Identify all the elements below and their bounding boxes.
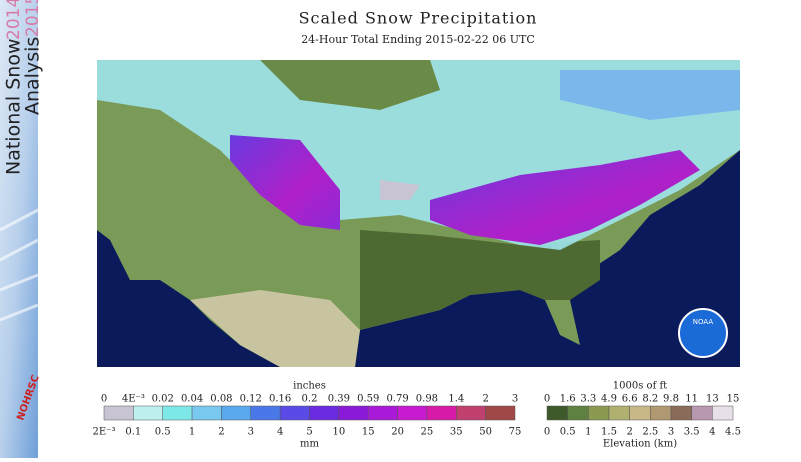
legend-swatch	[629, 405, 651, 421]
legend-top-label: 0.16	[269, 394, 291, 405]
legend-bottom-label: 2E⁻³	[93, 427, 116, 438]
legend-top-label: 4E⁻³	[122, 394, 145, 405]
legend-top-label: 3.3	[580, 394, 596, 405]
legend-bottom-label: 50	[479, 427, 492, 438]
legend-swatch	[367, 405, 398, 421]
legend-top-label: 0.59	[357, 394, 379, 405]
snow-mid	[560, 70, 740, 120]
legend-bottom-label: 35	[450, 427, 463, 438]
legend-bottom-label: 3	[668, 427, 674, 438]
legend-bottom-label: 1	[585, 427, 591, 438]
legend-swatch	[588, 405, 610, 421]
legend-top-label: 3	[512, 394, 518, 405]
legend-swatch	[456, 405, 486, 421]
legend-top-label: 0.12	[240, 394, 262, 405]
lowland	[360, 230, 600, 330]
logo-text: NOAA	[693, 318, 714, 326]
legend-unit: 1000s of ft	[613, 381, 667, 392]
snow-band-east	[430, 150, 700, 245]
legend-swatch	[279, 405, 310, 421]
legend-bottom-label: 4	[709, 427, 715, 438]
legend-top-label: 6.6	[622, 394, 638, 405]
legend-bottom-label: 4	[277, 427, 283, 438]
legend-bottom-label: 0	[544, 427, 550, 438]
legend-top-label: 0	[544, 394, 550, 405]
legend-swatch	[546, 405, 568, 421]
legend-bottom-label: 2.5	[642, 427, 658, 438]
legend-top-label: 0.79	[386, 394, 408, 405]
legend-bottom-label: 15	[362, 427, 375, 438]
legend-top-label: 0.04	[181, 394, 203, 405]
map: NOAA	[97, 60, 740, 367]
legend-bottom-label: 2	[626, 427, 632, 438]
legend-top-label: 9.8	[663, 394, 679, 405]
legend-swatch	[250, 405, 281, 421]
legend-unit: Elevation (km)	[603, 439, 677, 450]
legend-unit: mm	[300, 439, 319, 450]
legend-top-label: 0.2	[302, 394, 318, 405]
legend-bottom-label: 20	[391, 427, 404, 438]
legend-top-label: 2	[482, 394, 488, 405]
legend-top-label: 11	[685, 394, 698, 405]
legend-swatch	[338, 405, 369, 421]
snow-trace	[380, 180, 420, 200]
legend-unit: inches	[293, 381, 326, 392]
legend-swatch	[162, 405, 193, 421]
legend-swatch	[397, 405, 428, 421]
legend-bottom-label: 75	[509, 427, 522, 438]
legend-bottom-label: 25	[421, 427, 434, 438]
legend-top-label: 0.02	[152, 394, 174, 405]
legend-bottom-label: 1	[189, 427, 195, 438]
legend-top-label: 15	[727, 394, 740, 405]
legend-swatch	[567, 405, 589, 421]
sidebar-title: Analysis	[22, 37, 44, 115]
legend-swatch	[221, 405, 252, 421]
legend-swatch	[103, 405, 134, 421]
legend-bottom-label: 1.5	[601, 427, 617, 438]
title: Scaled Snow Precipitation	[299, 9, 538, 28]
legend-top-label: 0.39	[328, 394, 350, 405]
legend-swatch	[309, 405, 340, 421]
legend-bottom-label: 3	[248, 427, 254, 438]
sidebar-bg	[0, 0, 38, 458]
sidebar-year: 2015	[23, 0, 43, 37]
legend-top-label: 1.6	[560, 394, 576, 405]
legend-bottom-label: 3.5	[684, 427, 700, 438]
subtitle: 24-Hour Total Ending 2015-02-22 06 UTC	[301, 33, 535, 46]
sidebar-title: National Snow	[3, 39, 25, 175]
legend-bottom-label: 0.5	[155, 427, 171, 438]
legend-top-label: 4.9	[601, 394, 617, 405]
legend-top-label: 0.98	[416, 394, 438, 405]
legend-bottom-label: 5	[306, 427, 312, 438]
legend-swatch	[670, 405, 692, 421]
canada-land	[260, 60, 440, 110]
legend-top-label: 13	[706, 394, 719, 405]
legend-swatch	[426, 405, 457, 421]
legend-swatch	[608, 405, 630, 421]
legend-bottom-label: 0.1	[125, 427, 141, 438]
legend-swatch	[650, 405, 672, 421]
sidebar-ice	[0, 208, 39, 322]
snow-band-west	[230, 135, 340, 230]
legend-top-label: 0	[101, 394, 107, 405]
noaa-logo	[678, 308, 728, 358]
legend-bottom-label: 10	[332, 427, 345, 438]
legend-bottom-label: 0.5	[560, 427, 576, 438]
legend-swatch	[712, 405, 734, 421]
legend-bottom-label: 2	[218, 427, 224, 438]
legend-swatch	[191, 405, 222, 421]
sidebar-text: National Snow Analysis 2014- 2015	[3, 0, 44, 175]
legend-swatch	[691, 405, 713, 421]
legend-swatch	[485, 405, 516, 421]
legend-top-label: 0.08	[210, 394, 232, 405]
mexico	[190, 290, 360, 367]
legend-top-label: 8.2	[642, 394, 658, 405]
legend-swatch	[133, 405, 163, 421]
legend-top-label: 1.4	[448, 394, 464, 405]
legend-bottom-label: 4.5	[725, 427, 741, 438]
sidebar-year: 2014-	[4, 0, 24, 40]
legends: 0 4E⁻³ 0.02 0.04 0.08 0.12 0.16 0.2 0.39 0.59 0.79…	[93, 381, 741, 450]
